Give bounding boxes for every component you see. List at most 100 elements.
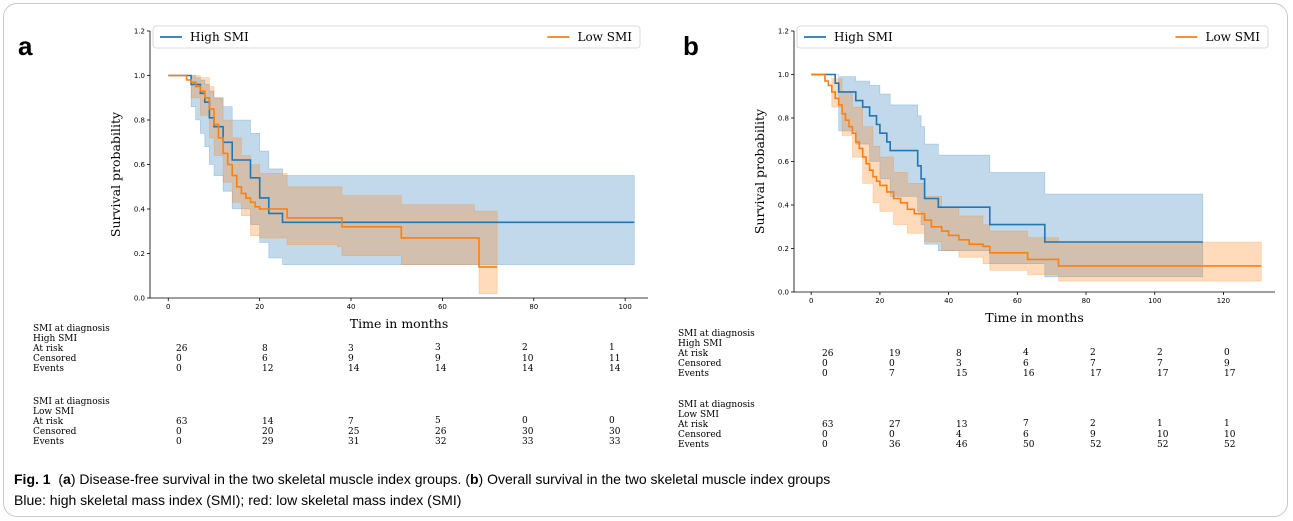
risk-group-header: SMI at diagnosis (678, 329, 755, 339)
risk-cell: 3 (348, 344, 354, 354)
risk-cell: 7 (1157, 359, 1163, 369)
risk-row-label: At risk (678, 349, 709, 359)
risk-cell: 63 (176, 417, 188, 427)
risk-cell: 6 (262, 354, 268, 364)
survival-line-high-smi (168, 74, 635, 224)
risk-cell: 2 (1157, 348, 1163, 358)
risk-group-name: Low SMI (33, 407, 74, 417)
risk-group-header: SMI at diagnosis (678, 400, 755, 410)
y-tick-label: 0.8 (134, 116, 145, 124)
risk-row-label: Events (678, 440, 710, 450)
risk-cell: 50 (1023, 440, 1035, 450)
risk-cell: 14 (609, 364, 621, 374)
risk-cell: 8 (956, 349, 962, 359)
risk-cell: 1 (1224, 419, 1230, 429)
y-tick-label: 1.0 (778, 71, 789, 79)
risk-cell: 0 (176, 354, 182, 364)
risk-cell: 14 (262, 417, 274, 427)
legend-label-high-smi: High SMI (190, 30, 249, 44)
risk-row-label: Events (33, 437, 65, 447)
risk-cell: 26 (822, 349, 834, 359)
y-tick-label: 1.2 (134, 27, 145, 35)
risk-cell: 26 (435, 427, 447, 437)
risk-cell: 30 (609, 427, 621, 437)
risk-cell: 1 (1157, 419, 1163, 429)
risk-cell: 16 (1023, 369, 1035, 379)
risk-row-label: Censored (33, 427, 77, 437)
risk-cell: 4 (956, 430, 962, 440)
risk-group-name: High SMI (678, 339, 723, 349)
caption-part-3: ) Disease-free survival in the two skele… (70, 471, 470, 487)
risk-cell: 13 (956, 420, 968, 430)
y-tick-label: 0.6 (134, 161, 146, 169)
risk-cell: 36 (889, 440, 901, 450)
caption-panel-a: a (63, 471, 71, 487)
x-tick-label: 60 (1013, 297, 1022, 305)
risk-cell: 33 (522, 437, 534, 447)
risk-cell: 3 (956, 359, 962, 369)
risk-cell: 25 (348, 427, 360, 437)
risk-cell: 33 (609, 437, 621, 447)
legend-label-low-smi: Low SMI (1205, 30, 1260, 44)
risk-cell: 10 (1224, 430, 1236, 440)
risk-cell: 0 (889, 430, 895, 440)
y-tick-label: 0.2 (134, 250, 145, 258)
risk-cell: 0 (1224, 348, 1230, 358)
risk-cell: 9 (1090, 430, 1096, 440)
legend-box (796, 25, 1269, 49)
x-axis-title: Time in months (350, 316, 449, 331)
risk-cell: 0 (522, 416, 528, 426)
y-axis-title: Survival probability (108, 111, 123, 237)
x-tick-label: 20 (875, 297, 884, 305)
risk-cell: 32 (435, 437, 447, 447)
risk-cell: 7 (1023, 419, 1029, 429)
risk-row-label: At risk (33, 417, 64, 427)
risk-cell: 31 (348, 437, 360, 447)
risk-cell: 52 (1090, 440, 1102, 450)
risk-group-name: High SMI (33, 334, 78, 344)
y-tick-label: 0.4 (134, 205, 146, 213)
caption-part-5: ) Overall survival in the two skeletal m… (478, 471, 831, 487)
risk-cell: 0 (609, 416, 615, 426)
risk-cell: 2 (1090, 419, 1096, 429)
legend-label-low-smi: Low SMI (577, 30, 632, 44)
risk-group-header: SMI at diagnosis (33, 397, 110, 407)
x-tick-label: 100 (618, 303, 631, 311)
x-tick-label: 60 (438, 303, 447, 311)
risk-cell: 19 (889, 349, 901, 359)
survival-line-low-smi (168, 74, 498, 268)
risk-cell: 6 (1023, 430, 1029, 440)
panel-label-b: b (683, 31, 699, 61)
x-axis-title: Time in months (985, 310, 1084, 325)
risk-cell: 7 (1090, 359, 1096, 369)
risk-cell: 11 (609, 354, 621, 364)
risk-cell: 0 (889, 359, 895, 369)
legend-label-high-smi: High SMI (834, 30, 893, 44)
risk-cell: 1 (609, 343, 615, 353)
y-axis-title: Survival probability (752, 108, 767, 234)
risk-row-label: At risk (678, 420, 709, 430)
caption-panel-b: b (469, 471, 479, 487)
survival-line-low-smi (811, 73, 1262, 267)
ci-band-low-smi (168, 75, 498, 294)
risk-cell: 52 (1157, 440, 1169, 450)
risk-cell: 17 (1224, 369, 1236, 379)
figure-frame (3, 3, 1288, 517)
y-tick-label: 0.8 (778, 114, 789, 122)
risk-cell: 26 (176, 344, 188, 354)
legend-box (152, 25, 641, 49)
x-tick-label: 80 (1082, 297, 1091, 305)
risk-cell: 4 (1023, 348, 1029, 358)
risk-cell: 0 (176, 427, 182, 437)
x-tick-label: 0 (809, 297, 813, 305)
risk-cell: 10 (522, 354, 534, 364)
ci-band-low-smi (811, 74, 1262, 282)
risk-cell: 20 (262, 427, 274, 437)
risk-cell: 2 (1090, 348, 1096, 358)
risk-cell: 8 (262, 344, 268, 354)
risk-cell: 14 (348, 364, 360, 374)
risk-cell: 0 (822, 369, 828, 379)
x-tick-label: 20 (255, 303, 264, 311)
